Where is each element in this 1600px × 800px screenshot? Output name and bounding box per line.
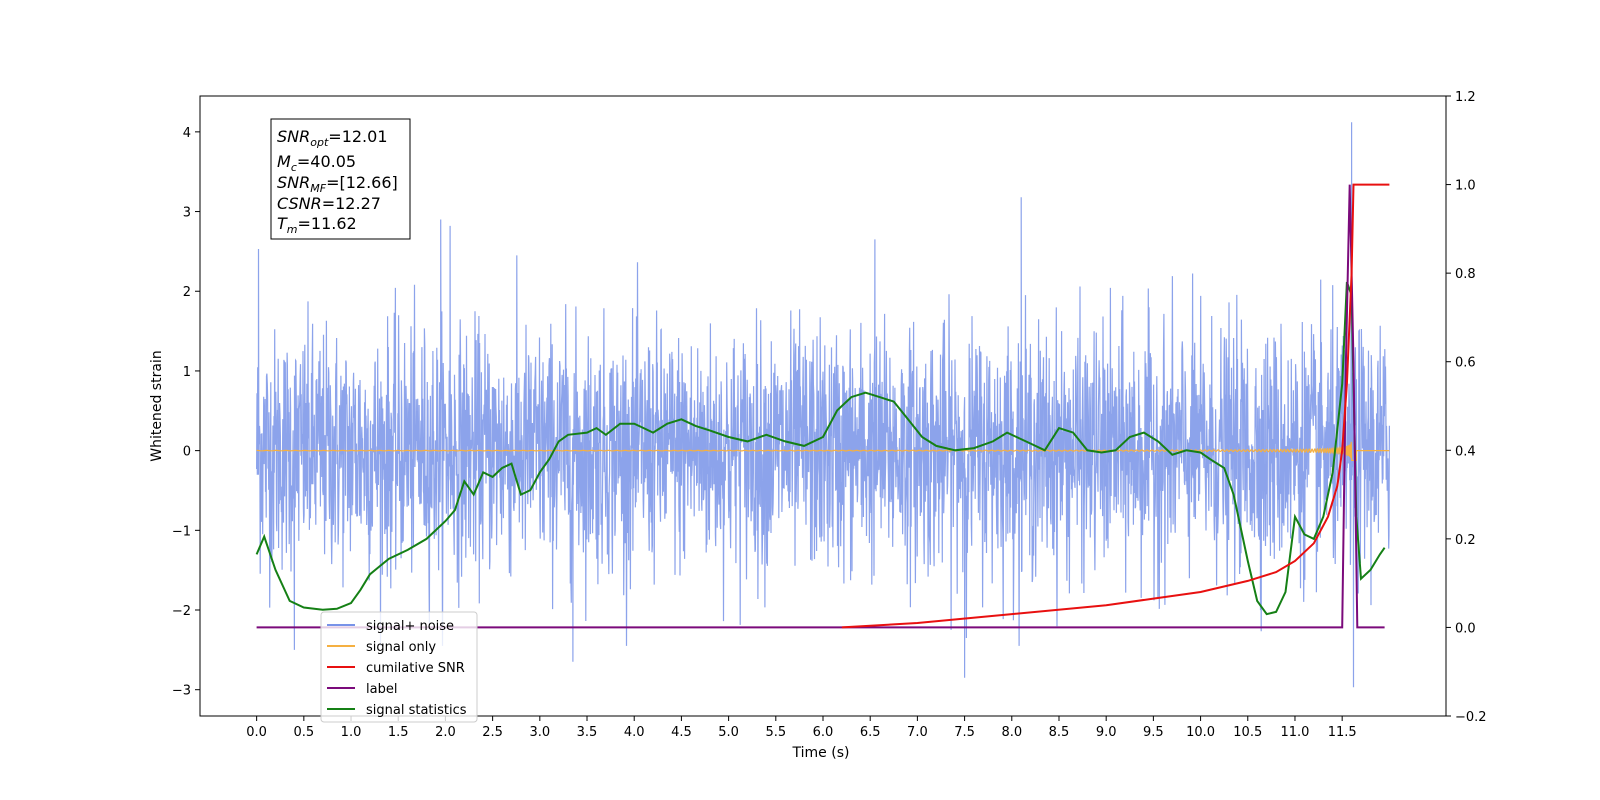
x-tick-label: 8.5 bbox=[1049, 725, 1070, 740]
x-tick-label: 0.5 bbox=[293, 725, 314, 740]
series-signal-only-line bbox=[256, 441, 1390, 461]
x-tick-label: 9.0 bbox=[1096, 725, 1117, 740]
x-tick-label: 7.0 bbox=[907, 725, 928, 740]
x-tick-label: 2.0 bbox=[435, 725, 456, 740]
y-tick-label: 1 bbox=[183, 365, 191, 380]
y-axis-right: −0.2 0.0 0.2 0.4 0.6 0.8 1.0 1.2 bbox=[1446, 90, 1487, 725]
y-tick-label: 4 bbox=[183, 126, 191, 141]
x-tick-label: 6.5 bbox=[860, 725, 881, 740]
y2-tick-label: 0.0 bbox=[1455, 621, 1476, 636]
y2-tick-label: 0.6 bbox=[1455, 356, 1476, 371]
x-tick-label: 2.5 bbox=[482, 725, 503, 740]
legend-label: label bbox=[366, 682, 397, 697]
annotation-snr-mf: SNRMF=[12.66] bbox=[277, 173, 398, 195]
y2-tick-label: 0.4 bbox=[1455, 444, 1476, 459]
y-axis-label: Whitened strain bbox=[149, 350, 165, 461]
legend-frame bbox=[320, 611, 478, 723]
x-tick-label: 1.5 bbox=[388, 725, 409, 740]
x-tick-label: 4.5 bbox=[671, 725, 692, 740]
x-tick-label: 9.5 bbox=[1143, 725, 1164, 740]
y2-tick-label: 1.0 bbox=[1455, 179, 1476, 194]
x-tick-label: 11.0 bbox=[1280, 725, 1309, 740]
x-axis-label: Time (s) bbox=[792, 745, 850, 761]
legend-label: signal statistics bbox=[366, 703, 467, 718]
legend-label: cumilative SNR bbox=[366, 661, 465, 676]
x-tick-label: 5.0 bbox=[718, 725, 739, 740]
y-axis-left: −3 −2 −1 0 1 2 3 4 bbox=[172, 126, 200, 699]
y2-tick-label: −0.2 bbox=[1455, 710, 1487, 725]
annotation-frame bbox=[270, 118, 411, 240]
y-tick-label: 0 bbox=[183, 445, 191, 460]
y2-tick-label: 0.2 bbox=[1455, 533, 1476, 548]
annotation-mc: Mc=40.05 bbox=[277, 152, 356, 174]
x-tick-label: 11.5 bbox=[1328, 725, 1357, 740]
series-signal-statistics-line bbox=[255, 281, 1386, 616]
legend: signal+ noise signal only cumilative SNR la… bbox=[320, 611, 478, 723]
x-tick-label: 4.0 bbox=[624, 725, 645, 740]
annotation-snr-opt: SNRopt=12.01 bbox=[277, 127, 388, 149]
legend-items: signal+ noise signal only cumilative SNR la… bbox=[327, 619, 467, 718]
x-axis: 0.0 0.5 1.0 1.5 2.0 2.5 3.0 3.5 4.0 4.5 5.0 5.5 6.0 6… bbox=[246, 716, 1357, 740]
x-tick-label: 3.5 bbox=[577, 725, 598, 740]
y-tick-label: −2 bbox=[172, 604, 191, 619]
series-label-line bbox=[256, 184, 1385, 629]
series-signal-plus-noise-line bbox=[256, 122, 1391, 688]
x-tick-label: 6.0 bbox=[813, 725, 834, 740]
annotation-tm: Tm=11.62 bbox=[277, 214, 357, 236]
x-tick-label: 5.5 bbox=[765, 725, 786, 740]
annotation-box: SNRopt=12.01 Mc=40.05 SNRMF=[12.66] CSNR… bbox=[270, 118, 411, 240]
y-tick-label: −3 bbox=[172, 684, 191, 699]
series-layer bbox=[255, 122, 1391, 688]
x-tick-label: 3.0 bbox=[529, 725, 550, 740]
x-tick-label: 7.5 bbox=[954, 725, 975, 740]
annotation-csnr: CSNR=12.27 bbox=[277, 194, 381, 213]
x-tick-label: 10.0 bbox=[1186, 725, 1215, 740]
y2-tick-label: 0.8 bbox=[1455, 267, 1476, 282]
y-tick-label: −1 bbox=[172, 524, 191, 539]
legend-label: signal+ noise bbox=[366, 619, 454, 634]
y-tick-label: 3 bbox=[183, 206, 191, 221]
x-tick-label: 8.0 bbox=[1001, 725, 1022, 740]
y-tick-label: 2 bbox=[183, 285, 191, 300]
legend-label: signal only bbox=[366, 640, 436, 655]
y2-tick-label: 1.2 bbox=[1455, 90, 1476, 105]
x-tick-label: 0.0 bbox=[246, 725, 267, 740]
series-cumilative-snr-line bbox=[841, 183, 1390, 629]
x-tick-label: 1.0 bbox=[341, 725, 362, 740]
x-tick-label: 10.5 bbox=[1233, 725, 1262, 740]
